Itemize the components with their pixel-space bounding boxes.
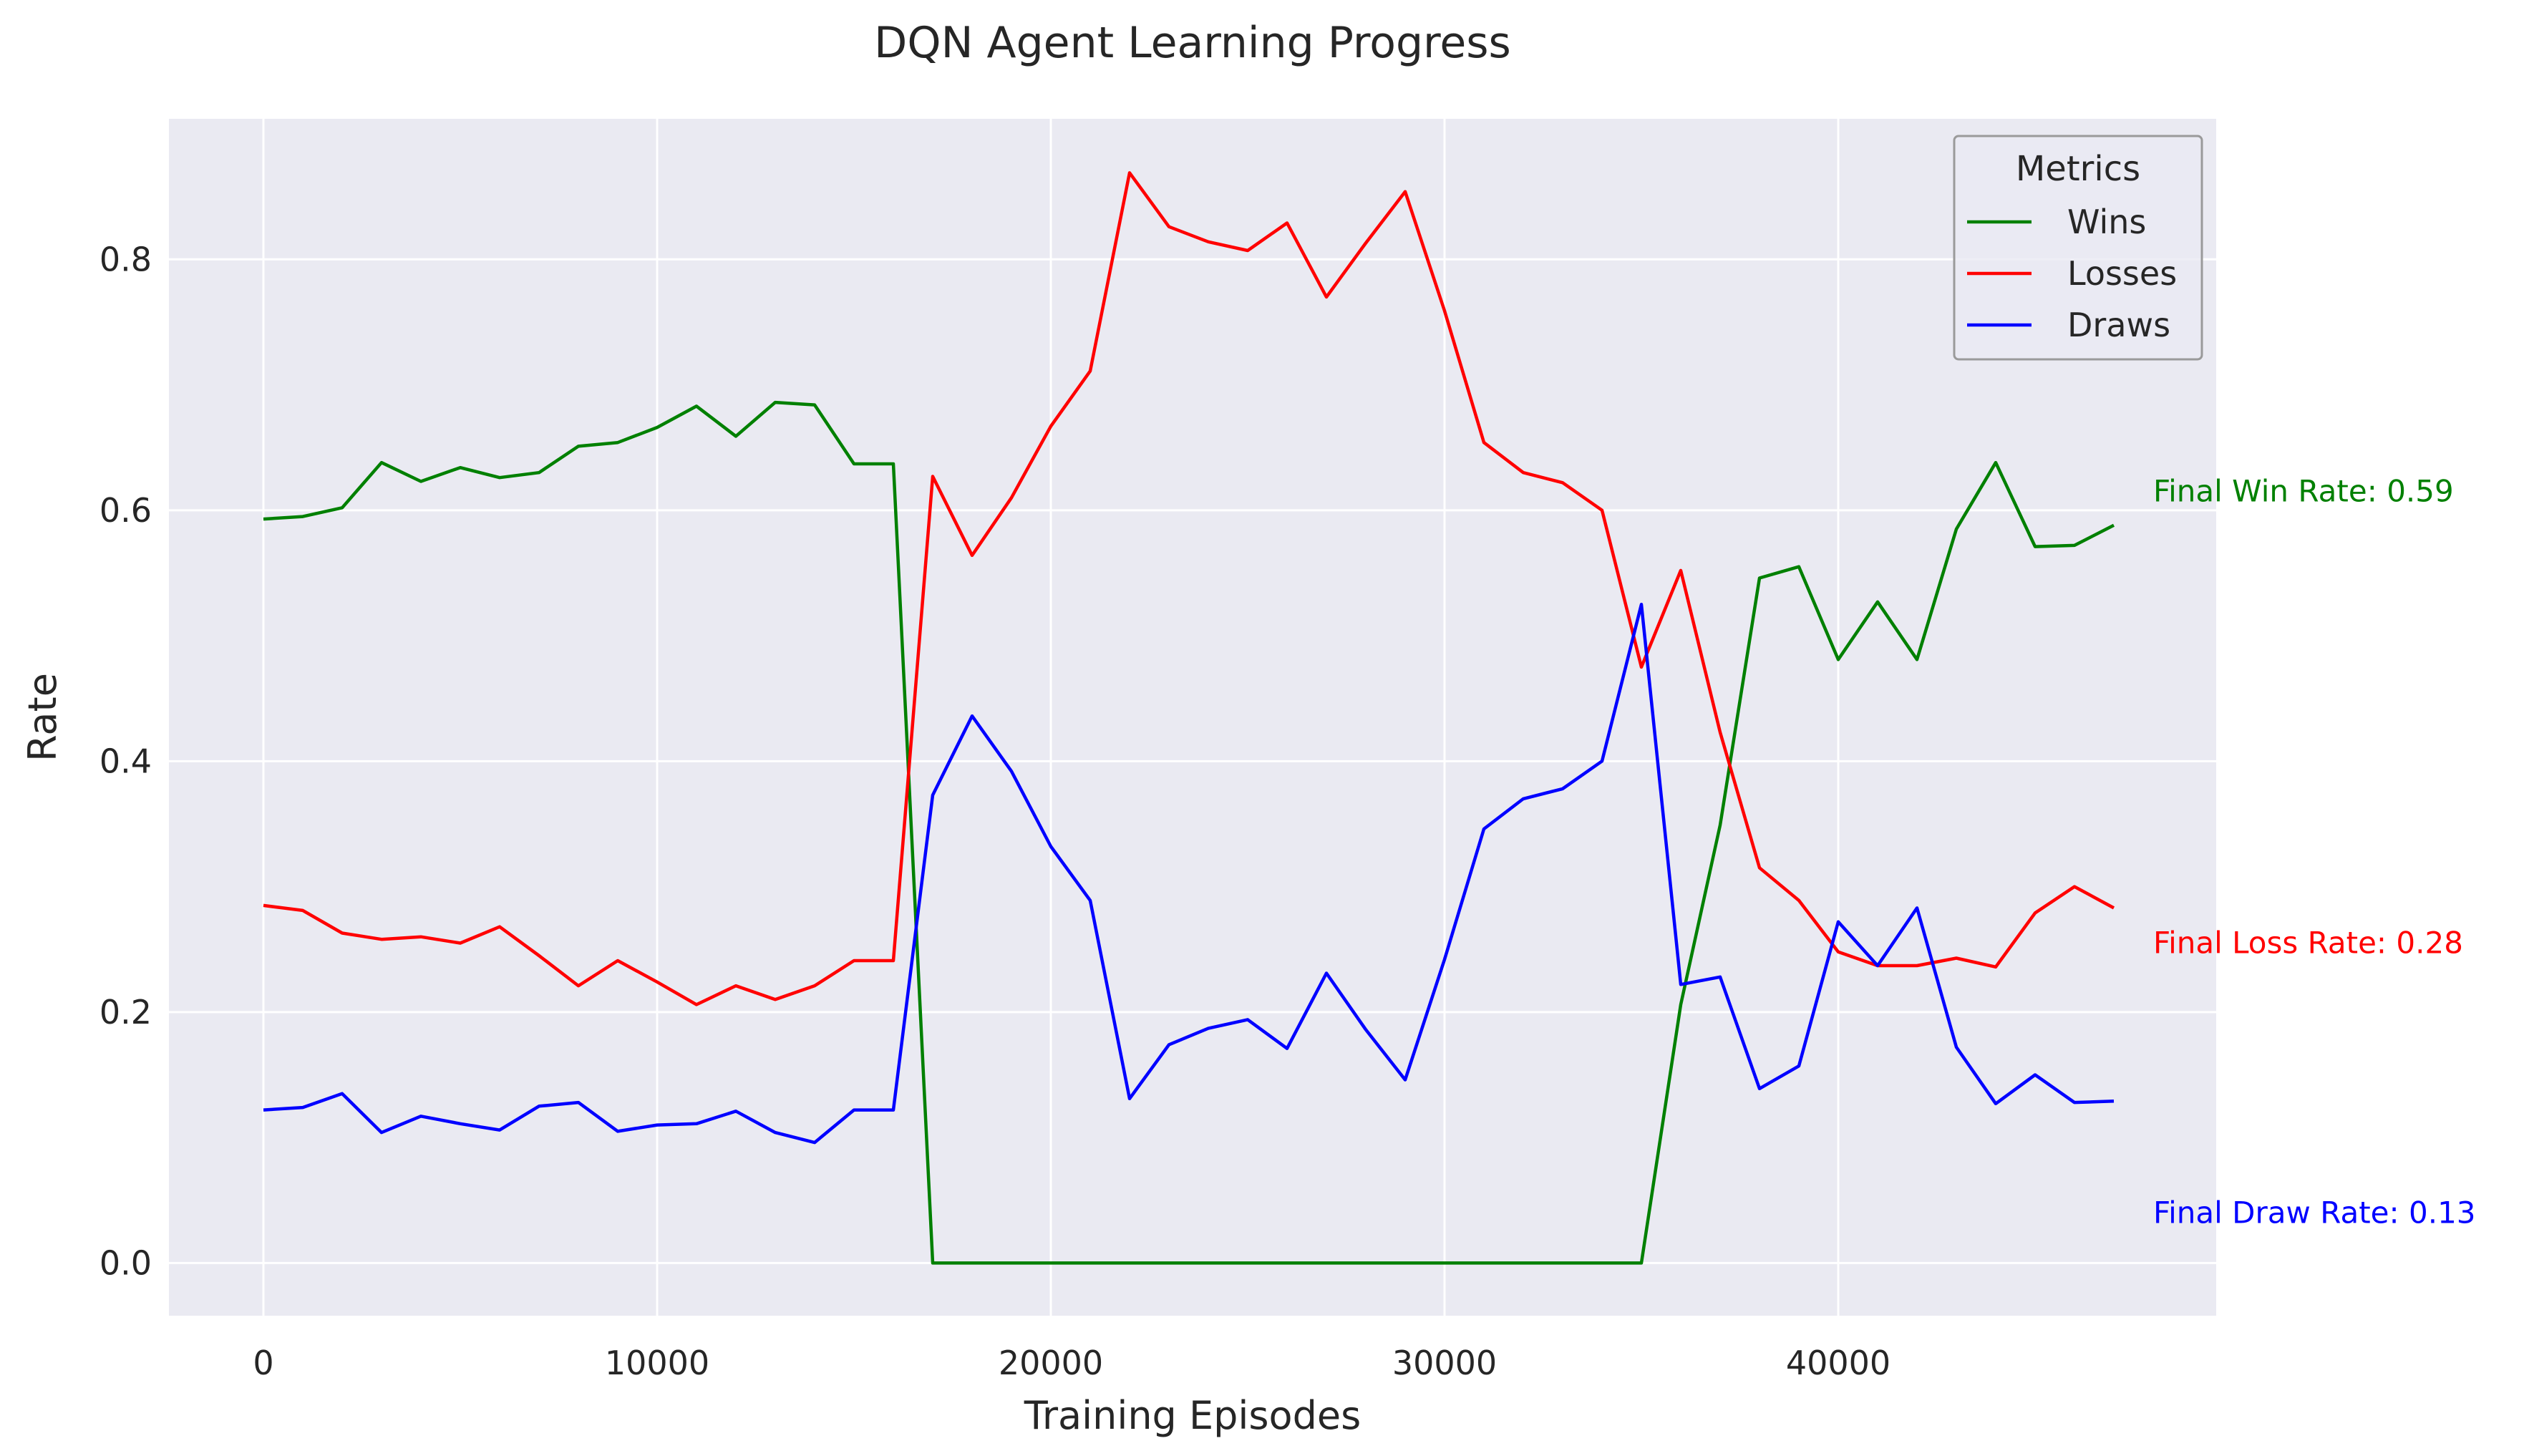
legend-label-draws: Draws [2067, 306, 2170, 344]
legend-label-losses: Losses [2067, 254, 2177, 293]
final-rate-annotation: Final Draw Rate: 0.13 [2153, 1195, 2476, 1230]
series-lines [263, 171, 2115, 1265]
legend-box [1953, 135, 2203, 361]
x-axis-label: Training Episodes [1024, 1393, 1361, 1438]
x-axis-ticks: 0 10000 20000 30000 40000 [253, 1344, 1890, 1382]
legend-title: Metrics [2016, 149, 2140, 189]
y-tick-label: 0.0 [99, 1243, 152, 1282]
legend-label-wins: Wins [2067, 203, 2146, 241]
series-line-wins [263, 400, 2115, 1265]
y-tick-label: 0.8 [99, 240, 152, 278]
final-rate-annotation: Final Win Rate: 0.59 [2153, 474, 2454, 509]
legend: Metrics Wins Losses Draws [1953, 135, 2203, 361]
y-axis-label: Rate [20, 673, 65, 762]
chart-title: DQN Agent Learning Progress [874, 18, 1511, 68]
final-rate-annotation: Final Loss Rate: 0.28 [2153, 925, 2463, 960]
x-tick-label: 20000 [999, 1344, 1103, 1382]
plot-area [169, 119, 2216, 1316]
y-tick-label: 0.6 [99, 491, 152, 530]
series-line-draws [263, 603, 2115, 1145]
y-tick-label: 0.2 [99, 993, 152, 1032]
x-tick-label: 10000 [605, 1344, 709, 1382]
y-tick-label: 0.4 [99, 742, 152, 780]
x-tick-label: 40000 [1786, 1344, 1890, 1382]
annotations: Final Win Rate: 0.59 Final Loss Rate: 0.2… [2153, 474, 2476, 1231]
y-axis-ticks: 0.0 0.2 0.4 0.6 0.8 [99, 240, 152, 1282]
series-line-losses [263, 171, 2115, 1006]
x-tick-label: 0 [253, 1344, 273, 1382]
x-tick-label: 30000 [1392, 1344, 1497, 1382]
